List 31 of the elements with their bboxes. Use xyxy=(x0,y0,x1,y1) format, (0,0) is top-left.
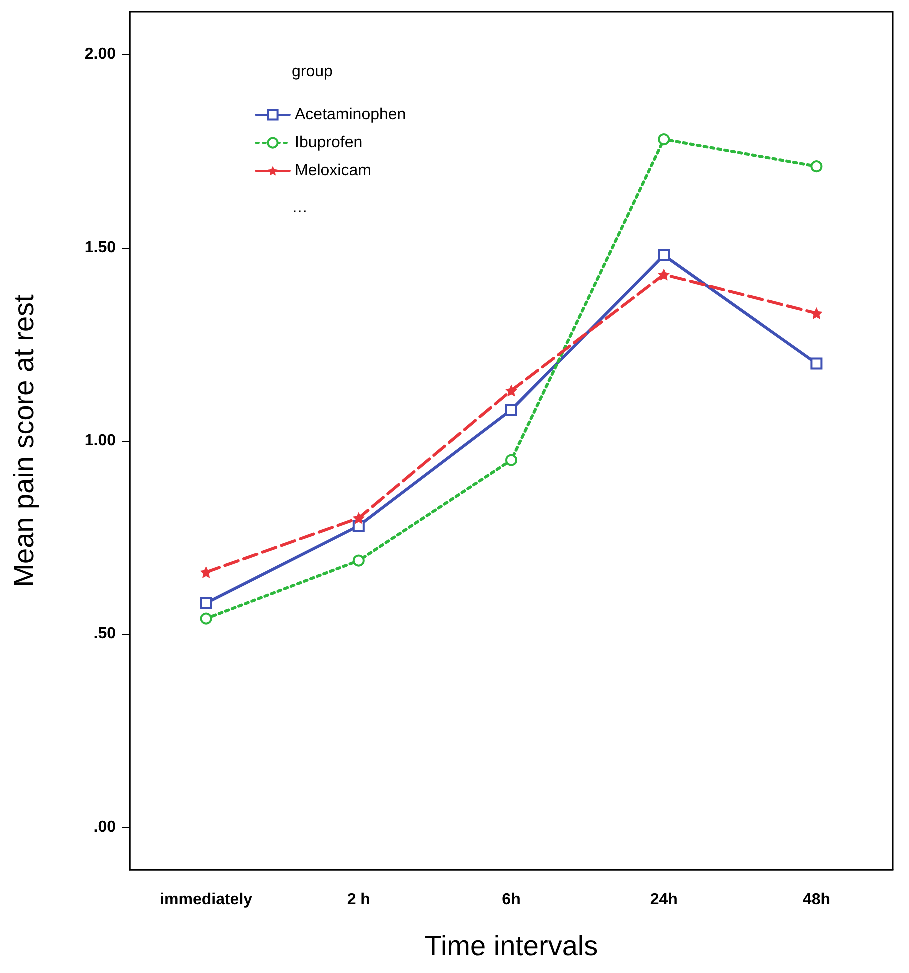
legend-label: Ibuprofen xyxy=(295,134,363,152)
x-tick-label: 6h xyxy=(502,892,521,908)
point xyxy=(200,597,212,610)
legend-title: group xyxy=(292,64,334,80)
point xyxy=(506,404,518,416)
y-tick-label: 2.00 xyxy=(84,46,116,64)
point xyxy=(658,134,670,146)
y-tick-label: .50 xyxy=(94,626,116,643)
point xyxy=(810,160,823,173)
x-axis-title: Time intervals xyxy=(424,930,598,962)
x-tick-label: 2 h xyxy=(347,892,370,908)
point xyxy=(506,384,518,397)
y-axis-title: Mean pain score at rest xyxy=(8,294,40,588)
point xyxy=(352,512,365,524)
point xyxy=(658,249,670,262)
y-tick-label: 1.50 xyxy=(84,239,116,256)
x-tick-label: 48h xyxy=(802,892,830,908)
legend-label: Acetaminophen xyxy=(295,106,406,124)
point xyxy=(200,612,212,625)
point xyxy=(810,358,823,370)
point xyxy=(200,566,212,578)
point xyxy=(810,307,823,320)
point xyxy=(506,454,518,466)
point xyxy=(352,554,365,567)
x-tick-label: immediately xyxy=(160,892,253,908)
point xyxy=(658,268,670,281)
y-tick-label: 1.00 xyxy=(84,432,116,450)
legend-label: Meloxicam xyxy=(295,162,372,180)
y-tick-label: .00 xyxy=(94,818,116,836)
annotation: … xyxy=(292,200,308,216)
x-tick-label: 24h xyxy=(650,892,678,908)
